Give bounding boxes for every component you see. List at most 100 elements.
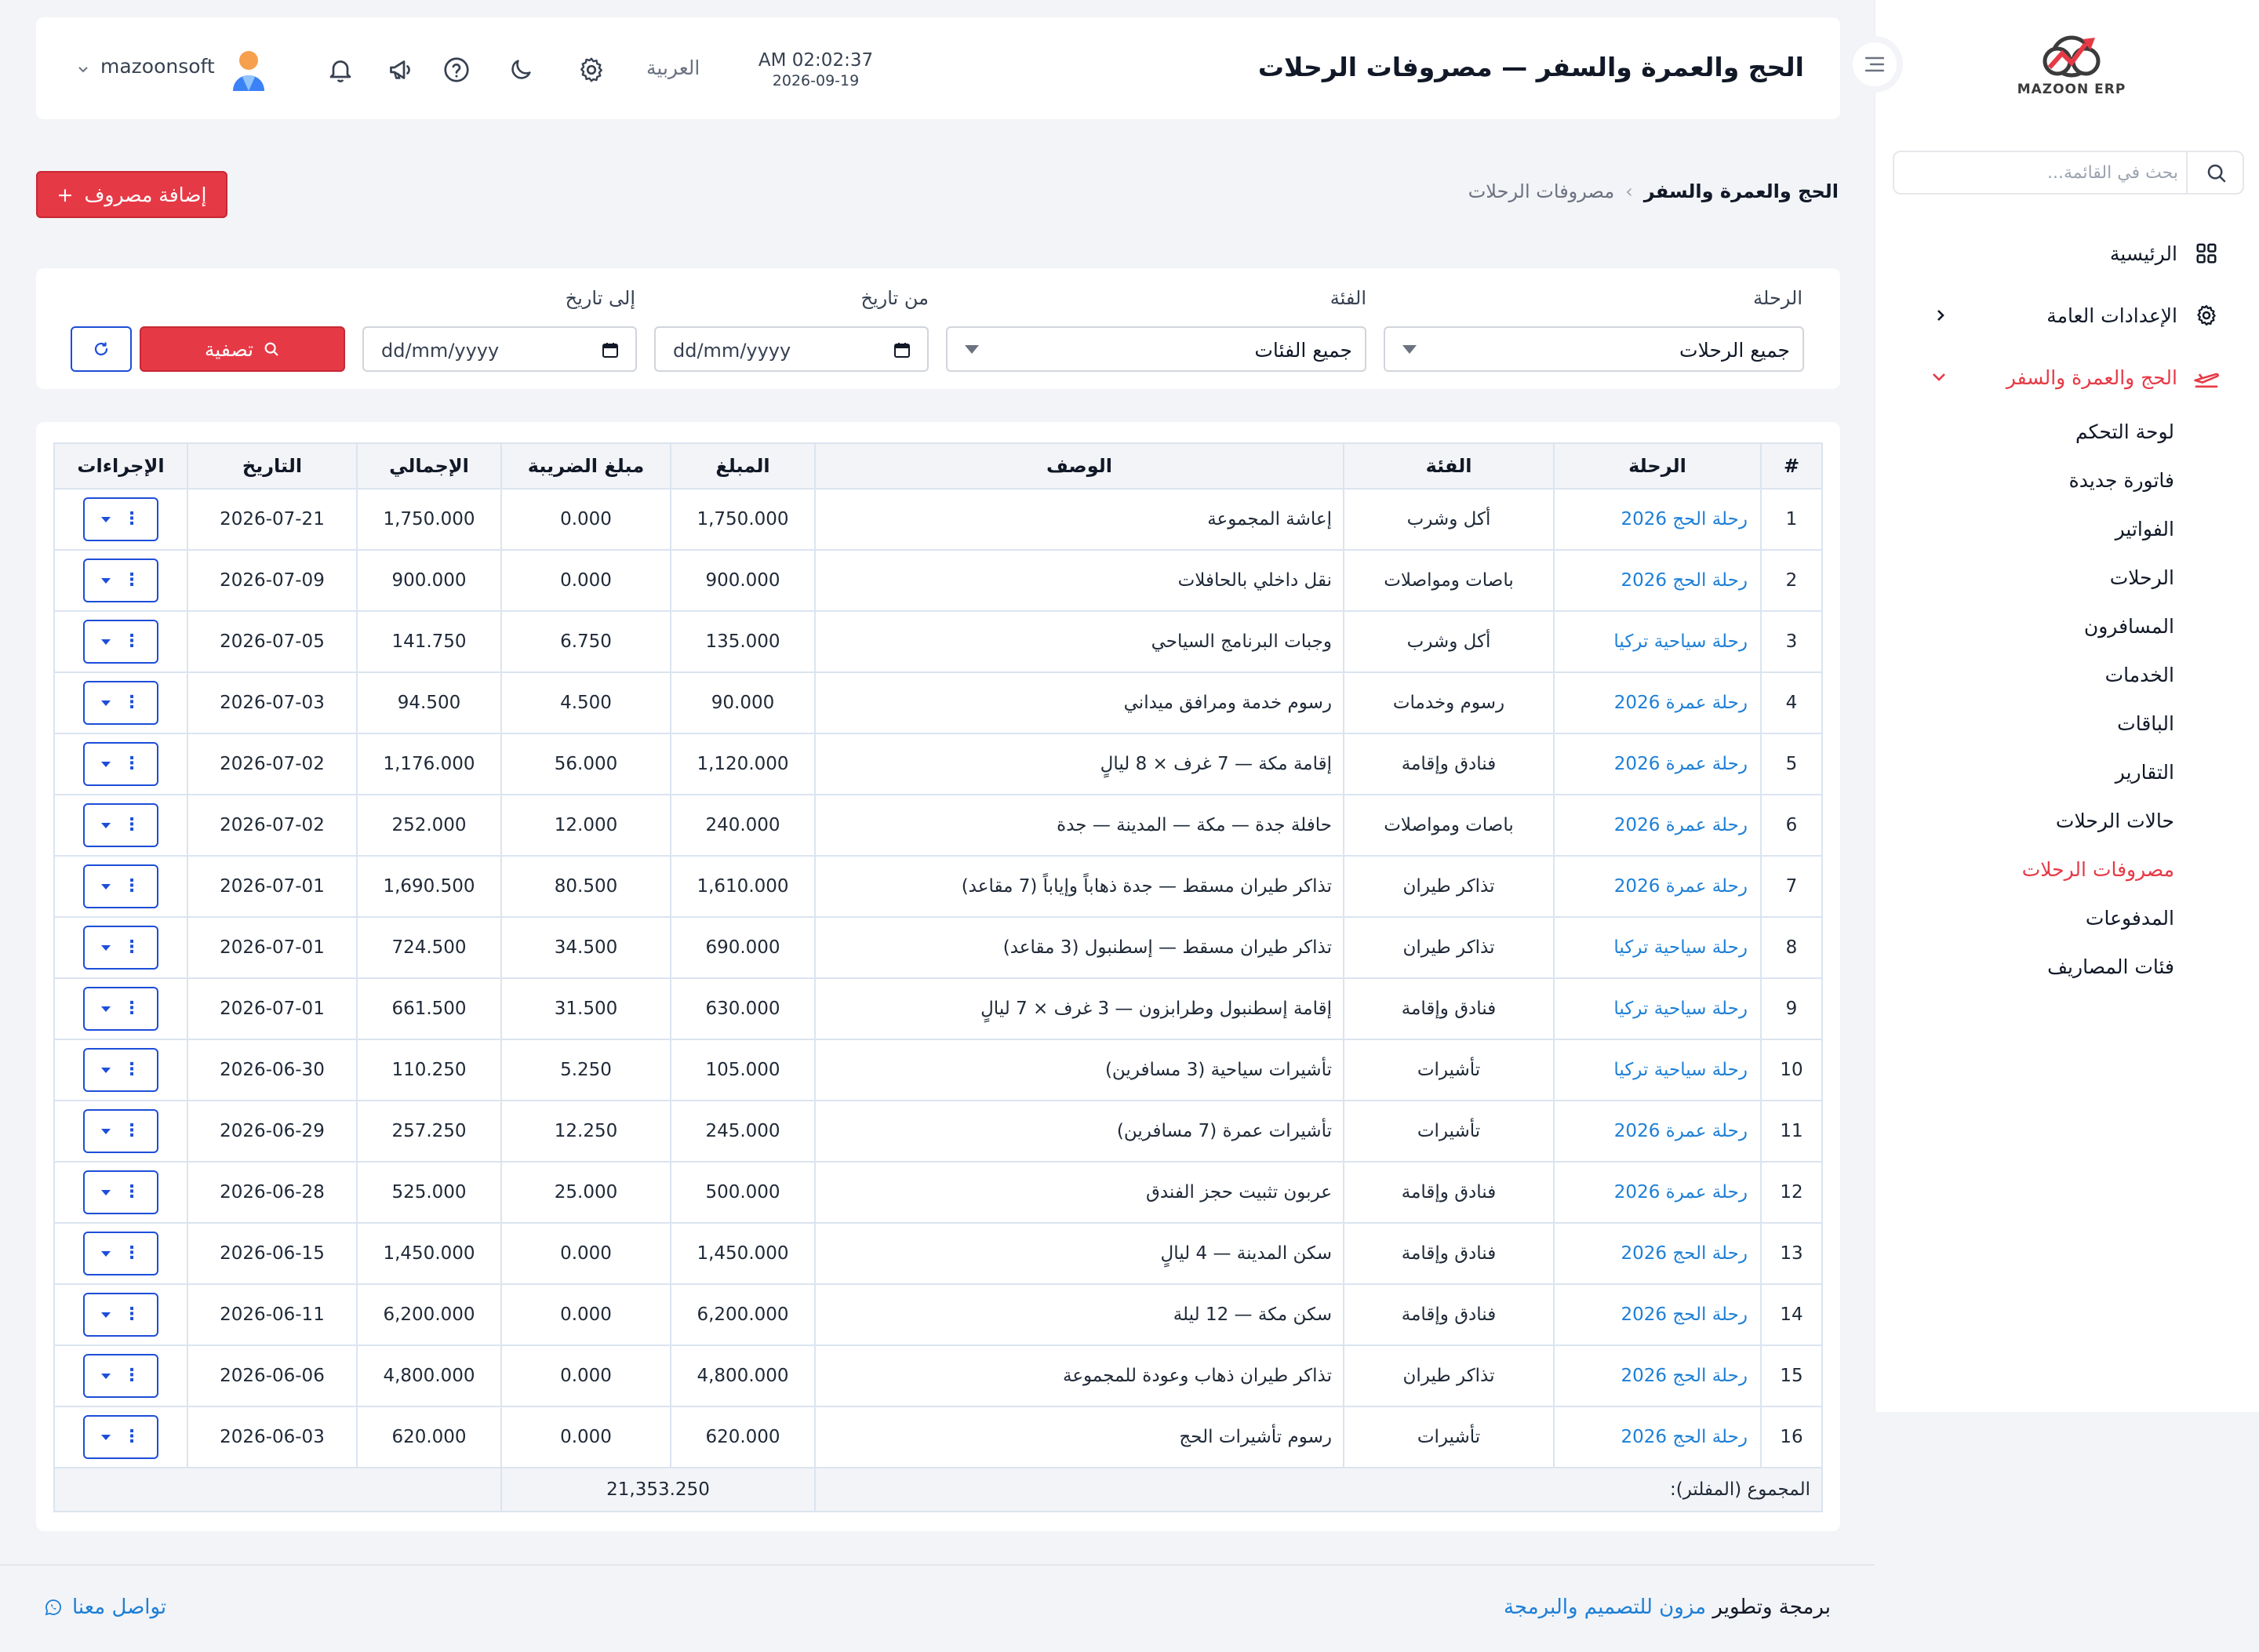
sidebar-item-home[interactable]: الرئيسية <box>2110 234 2220 273</box>
sidebar-subitem-new-invoice[interactable]: فاتورة جديدة <box>2068 469 2174 492</box>
description-cell: تأشيرات سياحية (3 مسافرين) <box>814 1039 1344 1101</box>
sidebar-subitem-dashboard[interactable]: لوحة التحكم <box>2075 420 2174 443</box>
total-cell: 661.500 <box>356 977 502 1040</box>
row-actions-button[interactable]: ⋮ <box>83 620 158 664</box>
row-actions-button[interactable]: ⋮ <box>83 742 158 786</box>
tax-cell: 6.750 <box>500 610 671 673</box>
sidebar-subitem-trip-expenses[interactable]: مصروفات الرحلات <box>2021 858 2174 881</box>
column-header[interactable]: المبلغ <box>670 442 816 489</box>
trip-link[interactable]: رحلة الحج 2026 <box>1621 1304 1748 1325</box>
row-actions-button[interactable]: ⋮ <box>83 987 158 1031</box>
trip-link[interactable]: رحلة الحج 2026 <box>1621 570 1748 591</box>
sidebar-subitem-invoices[interactable]: الفواتير <box>2115 518 2174 540</box>
row-actions-button[interactable]: ⋮ <box>83 1415 158 1459</box>
sidebar-subitem-reports[interactable]: التقارير <box>2115 761 2174 784</box>
row-actions-button[interactable]: ⋮ <box>83 803 158 847</box>
trip-link[interactable]: رحلة الحج 2026 <box>1621 1427 1748 1447</box>
column-header[interactable]: الفئة <box>1343 442 1555 489</box>
trip-link[interactable]: رحلة الحج 2026 <box>1621 509 1748 529</box>
row-number: 3 <box>1760 610 1823 673</box>
column-header[interactable]: التاريخ <box>187 442 358 489</box>
row-actions-button[interactable]: ⋮ <box>83 1232 158 1275</box>
language-switch[interactable]: العربية <box>646 56 700 79</box>
trip-link[interactable]: رحلة سياحية تركيا <box>1613 999 1748 1019</box>
row-actions-button[interactable]: ⋮ <box>83 1170 158 1214</box>
moon-icon[interactable] <box>504 53 538 87</box>
credit-link[interactable]: مزون للتصميم والبرمجة <box>1503 1596 1707 1619</box>
help-icon[interactable] <box>439 53 474 87</box>
row-actions-button[interactable]: ⋮ <box>83 1293 158 1337</box>
trip-select[interactable]: جميع الرحلات <box>1384 326 1804 372</box>
sidebar-subitem-expense-categories[interactable]: فئات المصاريف <box>2047 955 2174 978</box>
calendar-icon[interactable] <box>893 340 911 359</box>
filter-button[interactable]: تصفية <box>140 326 345 372</box>
tax-cell: 25.000 <box>500 1161 671 1224</box>
search-icon[interactable] <box>2205 162 2228 185</box>
chevron-down-icon[interactable] <box>1926 364 1952 391</box>
expenses-table: # الرحلة الفئة الوصف المبلغ مبلغ الضريبة… <box>53 442 1823 1512</box>
trip-link[interactable]: رحلة سياحية تركيا <box>1613 1060 1748 1080</box>
trip-link[interactable]: رحلة عمرة 2026 <box>1613 1182 1748 1203</box>
add-expense-button[interactable]: إضافة مصروف + <box>36 171 227 218</box>
trip-link[interactable]: رحلة الحج 2026 <box>1621 1243 1748 1264</box>
sidebar-subitem-trip-statuses[interactable]: حالات الرحلات <box>2055 810 2174 832</box>
column-header[interactable]: الوصف <box>814 442 1344 489</box>
trip-link[interactable]: رحلة عمرة 2026 <box>1613 815 1748 835</box>
trip-link[interactable]: رحلة عمرة 2026 <box>1613 876 1748 897</box>
row-actions-button[interactable]: ⋮ <box>83 864 158 908</box>
megaphone-icon[interactable] <box>384 53 419 87</box>
settings-gear-icon[interactable] <box>574 53 609 87</box>
row-actions-button[interactable]: ⋮ <box>83 926 158 970</box>
category-select[interactable]: جميع الفئات <box>946 326 1366 372</box>
row-actions-button[interactable]: ⋮ <box>83 497 158 541</box>
row-actions-button[interactable]: ⋮ <box>83 1109 158 1153</box>
trip-link[interactable]: رحلة عمرة 2026 <box>1613 1121 1748 1141</box>
trip-link[interactable]: رحلة الحج 2026 <box>1621 1366 1748 1386</box>
breadcrumb-parent[interactable]: الحج والعمرة والسفر <box>1643 180 1839 202</box>
kebab-icon: ⋮ <box>123 937 140 957</box>
row-actions-button[interactable]: ⋮ <box>83 559 158 602</box>
sidebar-search-input[interactable] <box>1912 152 2178 193</box>
row-number: 15 <box>1760 1345 1823 1407</box>
date-cell: 2026-07-01 <box>187 977 358 1040</box>
sidebar-subitem-trips[interactable]: الرحلات <box>2109 566 2174 589</box>
from-date-input[interactable]: dd/mm/yyyy <box>654 326 929 372</box>
amount-cell: 6,200.000 <box>670 1283 816 1346</box>
total-cell: 1,450.000 <box>356 1222 502 1285</box>
sidebar-subitem-services[interactable]: الخدمات <box>2104 664 2174 686</box>
table-row: 4 رحلة عمرة 2026 رسوم وخدمات رسوم خدمة ومرا… <box>53 671 1823 734</box>
contact-us-link[interactable]: تواصل معنا <box>44 1596 166 1619</box>
sidebar-subitem-payments[interactable]: المدفوعات <box>2085 907 2174 930</box>
row-number: 6 <box>1760 794 1823 857</box>
amount-cell: 240.000 <box>670 794 816 857</box>
sidebar-item-hajj-umrah-travel[interactable]: الحج والعمرة والسفر <box>2006 358 2220 397</box>
sidebar-toggle-button[interactable] <box>1846 36 1903 93</box>
column-header[interactable]: الإجمالي <box>356 442 502 489</box>
filter-panel: الرحلة جميع الرحلات الفئة جميع الفئات من… <box>36 268 1840 389</box>
column-header[interactable]: الرحلة <box>1553 442 1762 489</box>
row-actions-button[interactable]: ⋮ <box>83 681 158 725</box>
to-date-input[interactable]: dd/mm/yyyy <box>362 326 637 372</box>
trip-link[interactable]: رحلة سياحية تركيا <box>1613 937 1748 958</box>
logo[interactable]: MAZOON ERP <box>2013 31 2130 110</box>
bell-icon[interactable] <box>323 53 358 87</box>
table-row: 1 رحلة الحج 2026 أكل وشرب إعاشة المجموعة 1,7… <box>53 488 1823 551</box>
trip-link[interactable]: رحلة عمرة 2026 <box>1613 754 1748 774</box>
trip-link[interactable]: رحلة عمرة 2026 <box>1613 693 1748 713</box>
sidebar-subitem-travelers[interactable]: المسافرون <box>2083 615 2174 638</box>
sidebar-subitem-packages[interactable]: الباقات <box>2117 712 2174 735</box>
chevron-down-icon[interactable] <box>75 61 91 77</box>
sidebar-item-general-settings[interactable]: الإعدادات العامة <box>2046 296 2220 335</box>
row-actions-button[interactable]: ⋮ <box>83 1048 158 1092</box>
reset-filters-button[interactable] <box>71 326 132 372</box>
calendar-icon[interactable] <box>601 340 620 359</box>
user-name[interactable]: mazoonsoft <box>100 55 215 78</box>
chevron-left-icon[interactable] <box>1927 302 1954 329</box>
breadcrumb-current: مصروفات الرحلات <box>1468 180 1615 202</box>
row-actions-button[interactable]: ⋮ <box>83 1354 158 1398</box>
avatar[interactable] <box>229 49 268 93</box>
trip-cell: رحلة سياحية تركيا <box>1553 916 1762 979</box>
menu-icon <box>1864 56 1885 72</box>
trip-link[interactable]: رحلة سياحية تركيا <box>1613 631 1748 652</box>
column-header[interactable]: مبلغ الضريبة <box>500 442 671 489</box>
